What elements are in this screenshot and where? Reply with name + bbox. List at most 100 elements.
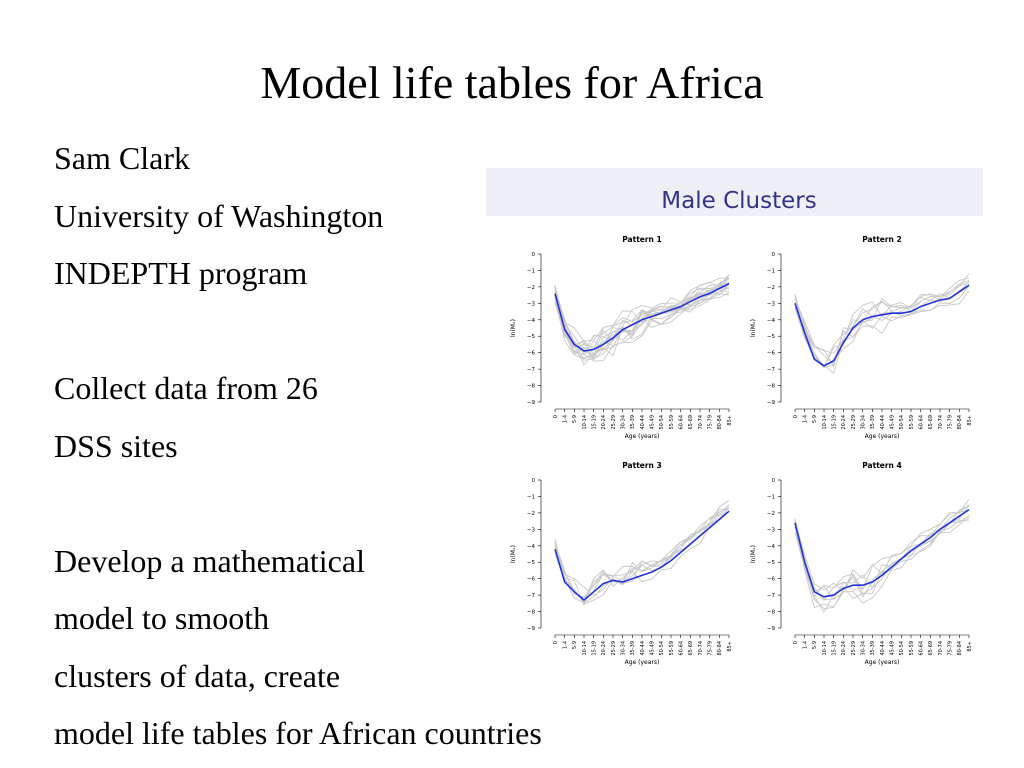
site-curve bbox=[554, 278, 730, 355]
y-tick-label: −4 bbox=[527, 318, 536, 324]
y-tick-label: −6 bbox=[767, 351, 776, 357]
x-tick-label: 35-39 bbox=[630, 641, 636, 656]
x-axis-label: Age (years) bbox=[865, 433, 900, 440]
x-tick-label: 55-59 bbox=[909, 415, 915, 430]
x-tick-label: 45-49 bbox=[889, 415, 895, 430]
site-curve bbox=[554, 292, 730, 362]
x-tick-label: 20-24 bbox=[601, 415, 607, 430]
x-tick-label: 5-9 bbox=[812, 641, 818, 649]
body-line: model life tables for African countries bbox=[54, 715, 542, 751]
x-tick-label: 1-4 bbox=[802, 641, 808, 649]
x-tick-label: 80-84 bbox=[957, 415, 963, 430]
y-tick-label: −2 bbox=[527, 511, 535, 517]
x-tick-label: 75-79 bbox=[947, 641, 953, 656]
x-tick-label: 0 bbox=[793, 415, 799, 418]
site-curve bbox=[554, 508, 730, 597]
x-tick-label: 10-14 bbox=[582, 415, 588, 430]
y-axis-label: ln(Mₓ) bbox=[750, 319, 757, 337]
x-tick-label: 85+ bbox=[967, 641, 973, 652]
x-tick-label: 55-59 bbox=[669, 415, 675, 430]
body-line: model to smooth bbox=[54, 600, 270, 636]
x-tick-label: 40-44 bbox=[640, 641, 646, 656]
site-curve bbox=[554, 510, 730, 604]
x-tick-label: 75-79 bbox=[707, 641, 713, 656]
x-tick-label: 85+ bbox=[967, 415, 973, 426]
x-tick-label: 50-54 bbox=[899, 415, 905, 430]
x-tick-label: 10-14 bbox=[822, 641, 828, 656]
site-curve bbox=[794, 509, 970, 601]
x-tick-label: 25-29 bbox=[851, 641, 857, 656]
y-tick-label: −3 bbox=[767, 527, 776, 533]
x-axis-label: Age (years) bbox=[865, 659, 900, 666]
slide-title: Model life tables for Africa bbox=[260, 57, 764, 108]
x-tick-label: 10-14 bbox=[582, 641, 588, 656]
x-tick-label: 5-9 bbox=[572, 415, 578, 423]
y-tick-label: −1 bbox=[767, 494, 775, 500]
y-tick-label: −7 bbox=[527, 593, 536, 599]
x-tick-label: 5-9 bbox=[572, 641, 578, 649]
pattern-panels: Pattern 10−1−2−3−4−5−6−7−8−9ln(Mₓ)0 1-4 5-… bbox=[510, 235, 973, 666]
y-axis-label: ln(Mₓ) bbox=[510, 545, 517, 563]
x-tick-label: 80-84 bbox=[717, 415, 723, 430]
y-tick-label: −1 bbox=[767, 268, 775, 274]
body-line: INDEPTH program bbox=[54, 255, 308, 291]
x-tick-label: 25-29 bbox=[611, 641, 617, 656]
x-tick-label: 70-74 bbox=[698, 641, 704, 656]
y-tick-label: −7 bbox=[767, 593, 776, 599]
x-tick-label: 0 bbox=[793, 641, 799, 644]
y-axis-label: ln(Mₓ) bbox=[510, 319, 517, 337]
y-tick-label: −8 bbox=[767, 384, 776, 390]
x-tick-label: 15-19 bbox=[831, 415, 837, 430]
x-tick-label: 65-69 bbox=[928, 641, 934, 656]
site-curve bbox=[794, 499, 970, 601]
y-tick-label: −6 bbox=[527, 351, 536, 357]
x-tick-label: 50-54 bbox=[899, 641, 905, 656]
pattern-panel: Pattern 40−1−2−3−4−5−6−7−8−9ln(Mₓ)0 1-4 5-… bbox=[750, 461, 973, 666]
y-tick-label: −9 bbox=[527, 400, 536, 406]
x-tick-label: 65-69 bbox=[688, 641, 694, 656]
x-tick-label: 75-79 bbox=[947, 415, 953, 430]
y-tick-label: −4 bbox=[767, 318, 776, 324]
site-curve bbox=[554, 282, 730, 359]
panel-title: Pattern 4 bbox=[862, 461, 901, 470]
y-tick-label: −8 bbox=[527, 384, 536, 390]
site-curve bbox=[554, 499, 730, 598]
y-tick-label: −5 bbox=[527, 334, 536, 340]
body-line: University of Washington bbox=[54, 197, 384, 234]
y-tick-label: −7 bbox=[527, 367, 536, 373]
x-tick-label: 20-24 bbox=[841, 641, 847, 656]
site-curve bbox=[554, 510, 730, 605]
x-tick-label: 60-64 bbox=[678, 641, 684, 656]
figure-title: Male Clusters bbox=[661, 188, 816, 214]
y-tick-label: −3 bbox=[527, 527, 536, 533]
x-tick-label: 1-4 bbox=[802, 415, 808, 423]
mean-pattern-line bbox=[554, 282, 730, 352]
x-tick-label: 40-44 bbox=[880, 641, 886, 656]
x-tick-label: 30-34 bbox=[620, 641, 626, 656]
x-tick-label: 80-84 bbox=[717, 641, 723, 656]
x-tick-label: 20-24 bbox=[841, 415, 847, 430]
x-axis-label: Age (years) bbox=[625, 433, 660, 440]
x-tick-label: 30-34 bbox=[860, 641, 866, 656]
panel-title: Pattern 1 bbox=[622, 235, 661, 244]
site-curve bbox=[554, 274, 730, 353]
pattern-panel: Pattern 20−1−2−3−4−5−6−7−8−9ln(Mₓ)0 1-4 5-… bbox=[750, 235, 973, 440]
y-axis-label: ln(Mₓ) bbox=[750, 545, 757, 563]
site-curve bbox=[794, 505, 970, 598]
panel-title: Pattern 3 bbox=[622, 461, 661, 470]
x-tick-label: 30-34 bbox=[620, 415, 626, 430]
x-tick-label: 0 bbox=[553, 415, 559, 418]
y-tick-label: 0 bbox=[532, 478, 536, 484]
body-line: clusters of data, create bbox=[54, 657, 341, 694]
y-tick-label: −6 bbox=[767, 577, 776, 583]
x-tick-label: 30-34 bbox=[860, 415, 866, 430]
y-tick-label: 0 bbox=[532, 252, 536, 258]
body-line: Collect data from 26 bbox=[54, 370, 318, 406]
pattern-panel: Pattern 10−1−2−3−4−5−6−7−8−9ln(Mₓ)0 1-4 5-… bbox=[510, 235, 733, 440]
site-curve bbox=[554, 274, 730, 351]
y-tick-label: −8 bbox=[767, 610, 776, 616]
x-tick-label: 25-29 bbox=[851, 415, 857, 430]
site-curve bbox=[794, 517, 970, 609]
x-tick-label: 15-19 bbox=[591, 415, 597, 430]
y-tick-label: −9 bbox=[767, 626, 776, 632]
